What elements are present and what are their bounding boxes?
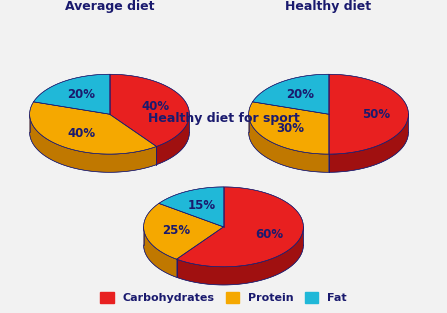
Text: 50%: 50%	[363, 108, 391, 121]
Text: 60%: 60%	[255, 228, 283, 241]
Polygon shape	[159, 187, 224, 227]
Polygon shape	[156, 114, 190, 165]
Polygon shape	[30, 102, 156, 154]
Polygon shape	[177, 187, 304, 267]
Polygon shape	[253, 74, 329, 114]
Polygon shape	[143, 226, 177, 277]
Polygon shape	[329, 74, 409, 154]
Text: Healthy diet: Healthy diet	[286, 0, 371, 13]
Polygon shape	[143, 203, 224, 259]
Text: 20%: 20%	[67, 88, 95, 101]
Text: 25%: 25%	[162, 224, 190, 237]
Text: 40%: 40%	[67, 127, 95, 140]
Polygon shape	[177, 227, 304, 285]
Text: 40%: 40%	[141, 100, 169, 113]
Polygon shape	[249, 114, 329, 172]
Legend: Carbohydrates, Protein, Fat: Carbohydrates, Protein, Fat	[96, 287, 351, 307]
Polygon shape	[329, 113, 409, 172]
Text: 20%: 20%	[287, 88, 314, 101]
Text: 15%: 15%	[188, 199, 216, 212]
Polygon shape	[249, 102, 329, 154]
Polygon shape	[30, 114, 156, 172]
Polygon shape	[110, 74, 190, 146]
Text: Healthy diet for sport: Healthy diet for sport	[148, 112, 299, 125]
Text: 30%: 30%	[276, 122, 304, 135]
Polygon shape	[34, 74, 110, 114]
Text: Average diet: Average diet	[65, 0, 154, 13]
